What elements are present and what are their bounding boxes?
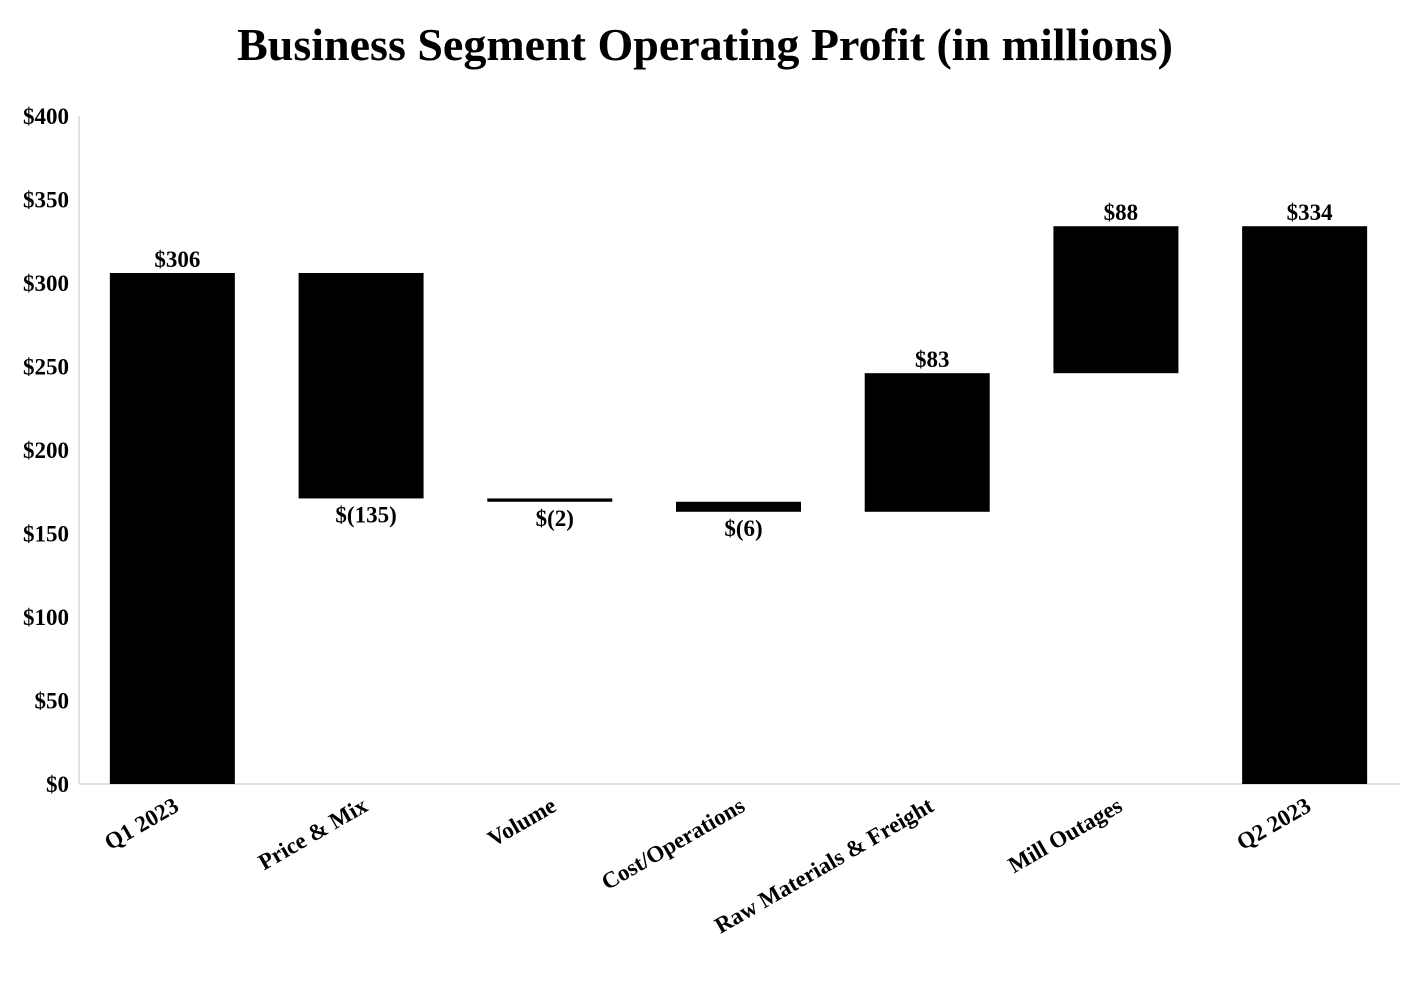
x-tick-label: Q1 2023 (100, 793, 183, 855)
data-label: $334 (1287, 200, 1334, 225)
x-tick-label: Q2 2023 (1232, 793, 1315, 855)
y-tick-label: $400 (23, 104, 69, 129)
x-tick-label: Cost/Operations (597, 793, 749, 895)
data-label: $(135) (335, 502, 396, 527)
bar (298, 272, 424, 499)
data-label: $83 (915, 347, 950, 372)
y-tick-label: $200 (23, 438, 69, 463)
bar (1053, 226, 1179, 374)
y-tick-label: $350 (23, 188, 69, 213)
x-tick-label: Mill Outages (1004, 793, 1127, 878)
bar (864, 373, 990, 512)
y-tick-label: $50 (35, 689, 70, 714)
y-tick-label: $150 (23, 522, 69, 547)
data-label: $(6) (724, 516, 762, 541)
data-label: $306 (154, 247, 200, 272)
bar (487, 498, 613, 502)
y-tick-label: $250 (23, 355, 69, 380)
data-label: $88 (1104, 200, 1139, 225)
y-tick-label: $0 (46, 772, 69, 797)
bar (1242, 226, 1368, 785)
data-label: $(2) (536, 506, 574, 531)
x-tick-label: Volume (483, 793, 560, 852)
bar (676, 501, 801, 512)
y-tick-label: $100 (23, 605, 69, 630)
x-tick-label: Price & Mix (254, 792, 372, 875)
bar (109, 272, 235, 784)
chart-title: Business Segment Operating Profit (in mi… (237, 19, 1173, 70)
y-tick-label: $300 (23, 271, 69, 296)
